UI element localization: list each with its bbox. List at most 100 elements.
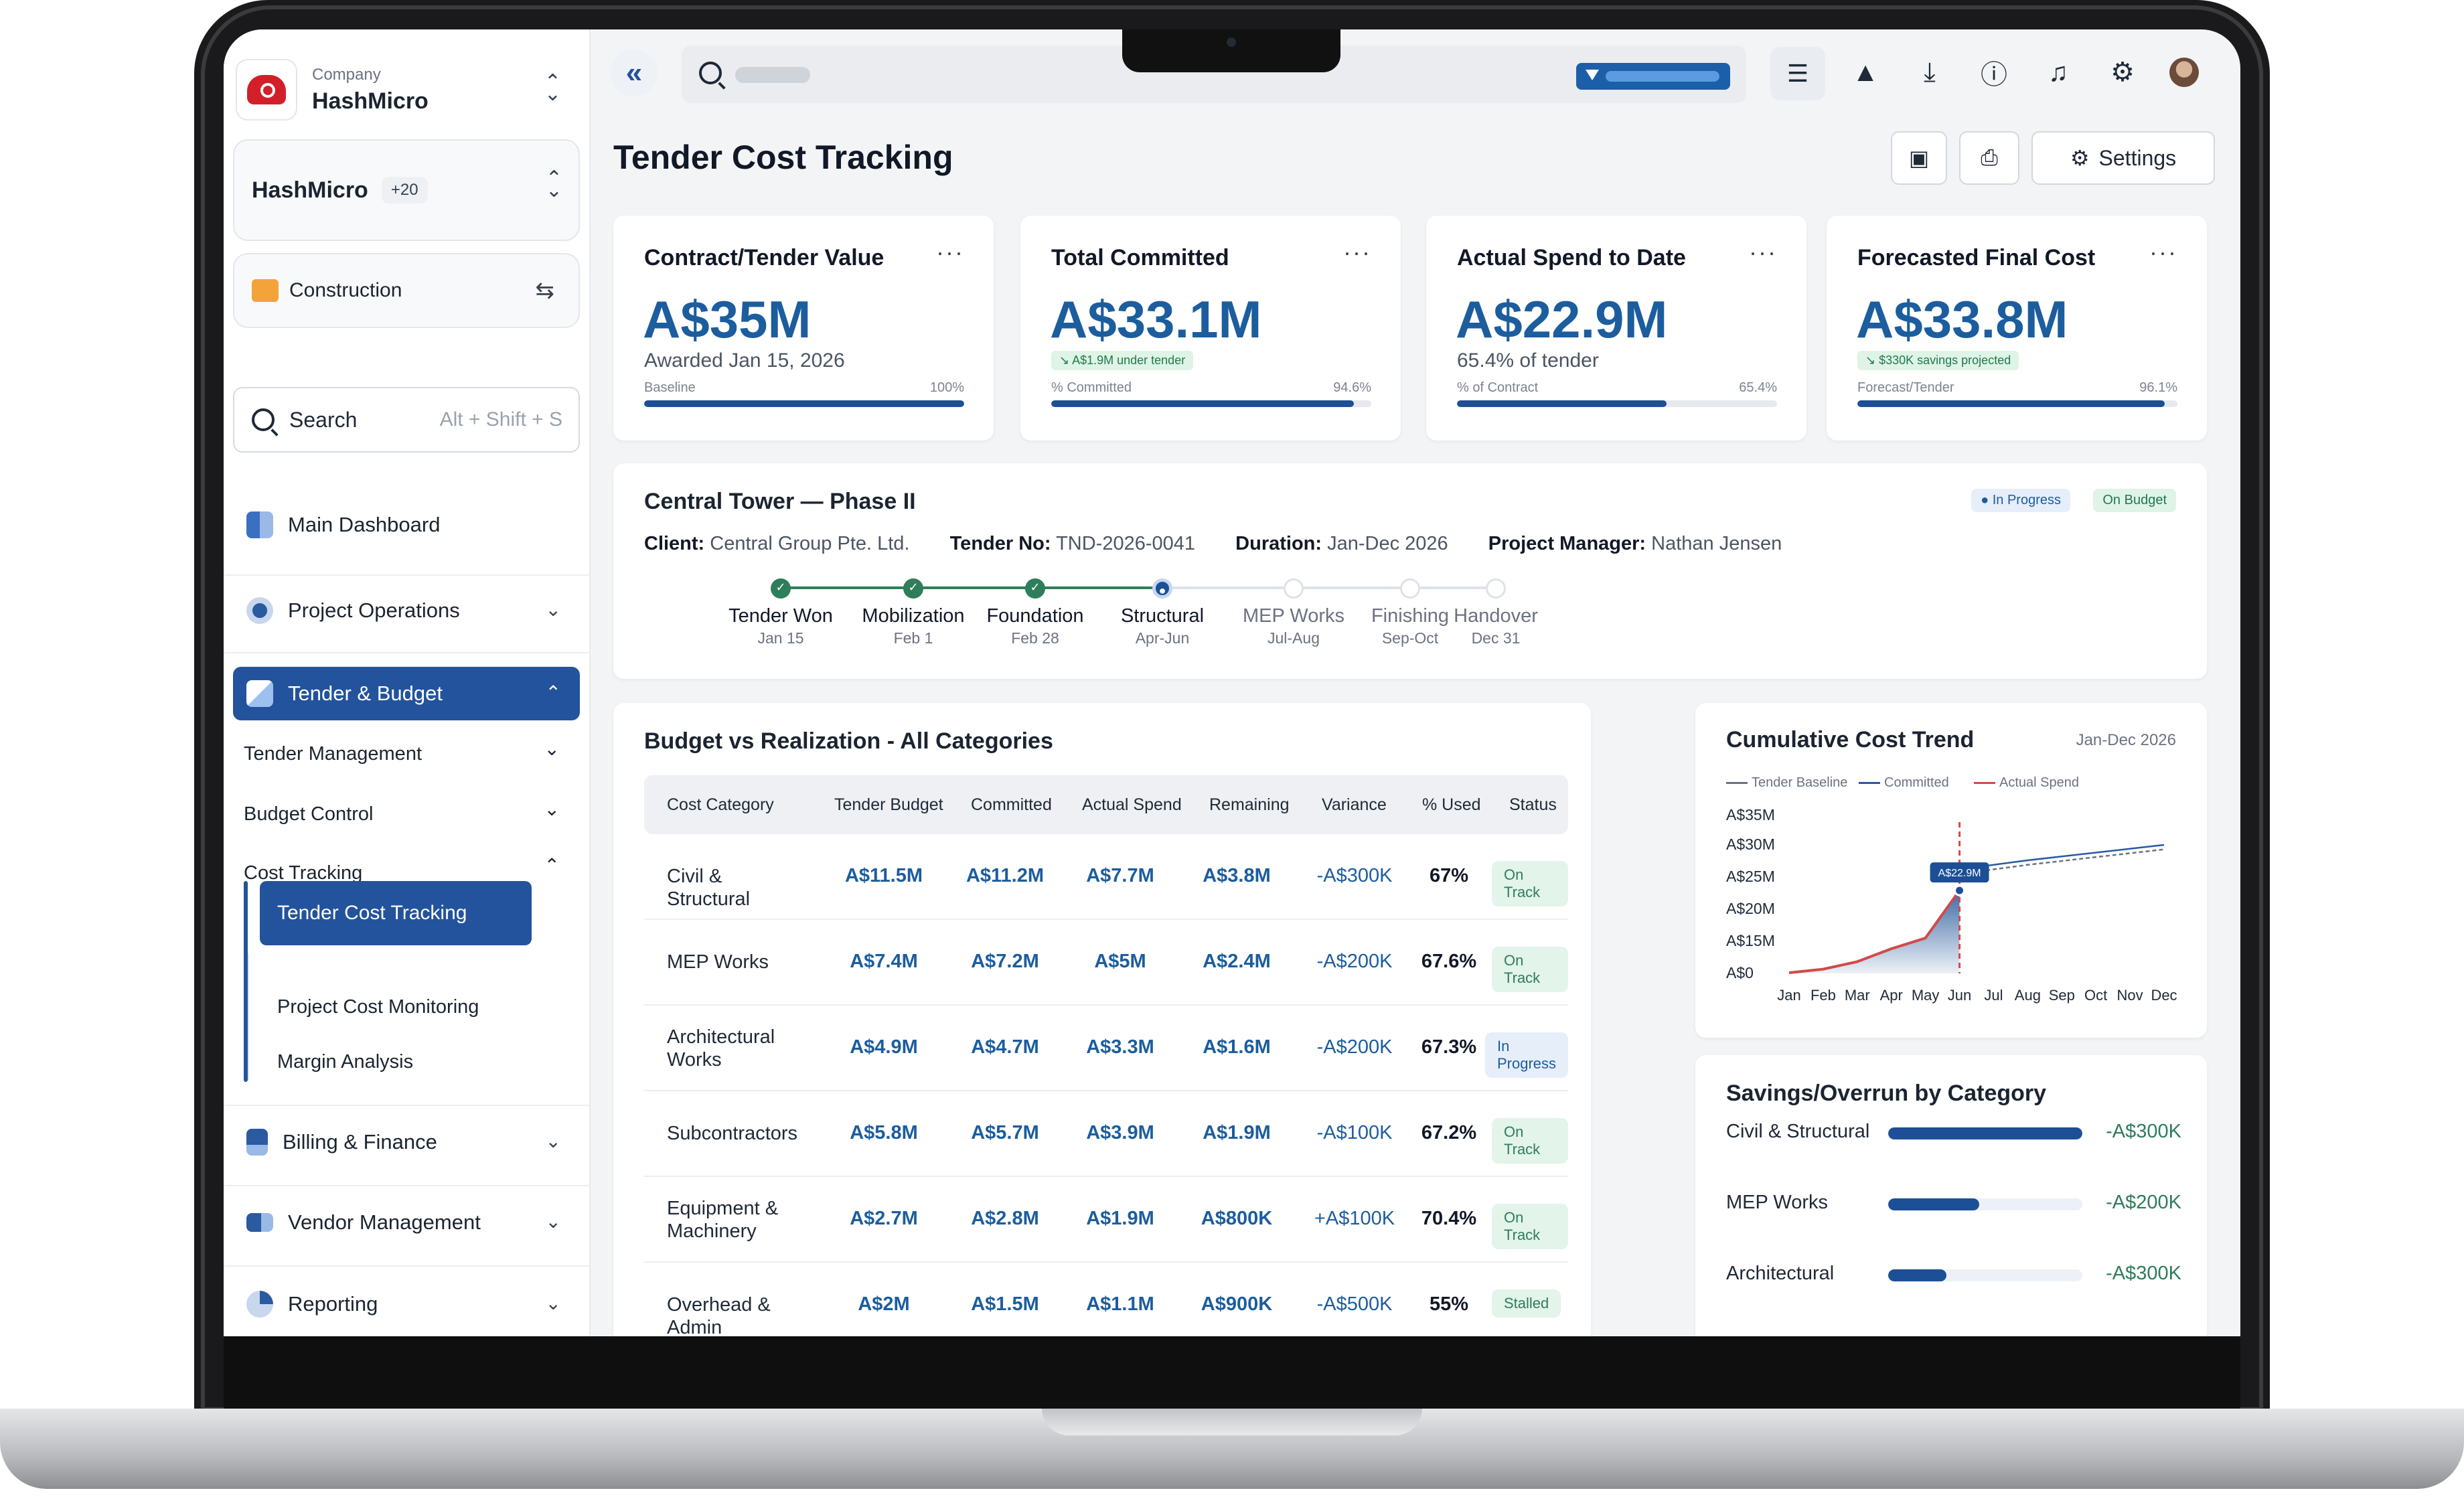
legend-label: Actual Spend (1999, 775, 2079, 790)
x-tick-label: May (1911, 987, 1940, 1004)
sidebar-search-input[interactable]: Search Alt + Shift + S (233, 387, 580, 453)
table-row[interactable]: Overhead & Admin A$2M A$1.5M A$1.1M A$900K -A… (644, 1263, 1568, 1336)
savings-row: MEP Works -A$200K (1726, 1192, 2181, 1218)
savings-category: MEP Works (1726, 1192, 1829, 1213)
help-icon[interactable]: ⓘ (1981, 60, 2007, 90)
chevron-down-icon[interactable]: ⌄ (544, 799, 560, 819)
more-icon[interactable]: ··· (1343, 238, 1371, 266)
company-switcher[interactable]: Company HashMicro ⌃ ⌄ (236, 50, 577, 130)
sidebar-item-margin-analysis[interactable]: Margin Analysis (277, 1051, 413, 1073)
more-icon[interactable]: ··· (936, 238, 964, 266)
duration-label: Duration: (1235, 533, 1322, 554)
branch-switcher[interactable]: HashMicro +20 ⌃ ⌄ (233, 139, 580, 241)
chevron-down-icon[interactable]: ⌄ (544, 738, 560, 759)
sidebar-item-label: Main Dashboard (288, 513, 441, 536)
client-value: Central Group Pte. Ltd. (710, 533, 910, 554)
timeline-step-name: Finishing (1371, 605, 1450, 627)
sidebar-item-tender-management[interactable]: Tender Management (244, 743, 422, 765)
x-tick-label: Aug (2014, 987, 2041, 1004)
module-switcher[interactable]: Construction ⇆ (233, 253, 580, 328)
kpi-badge: ↘ $330K savings projected (1857, 351, 2019, 370)
collapse-sidebar-button[interactable]: « (611, 50, 658, 96)
table-row[interactable]: Architectural Works A$4.9M A$4.7M A$3.3M A$1… (644, 1006, 1569, 1091)
cell-remaining: A$1.9M (1203, 1122, 1271, 1143)
timeline-step-date: Sep-Oct (1381, 629, 1439, 647)
status-badge: On Track (1492, 1118, 1568, 1164)
kpi-bar-label: Forecast/Tender (1857, 380, 1954, 395)
settings-button[interactable]: ⚙ Settings (2031, 131, 2215, 185)
column-header: Variance (1322, 795, 1387, 814)
sidebar-item-project-operations[interactable]: Project Operations ⌄ (233, 584, 580, 637)
chevron-down-icon: ⌄ (545, 1211, 561, 1232)
duration-value: Jan-Dec 2026 (1327, 533, 1448, 554)
bell-icon[interactable]: ♫ (2048, 57, 2068, 87)
sidebar-item-reporting[interactable]: Reporting ⌄ (233, 1277, 580, 1331)
legend-label: Committed (1884, 775, 1949, 790)
sidebar-item-budget-control[interactable]: Budget Control (244, 803, 373, 825)
status-badge-in-progress: ● In Progress (1971, 489, 2070, 512)
kpi-subtext: 65.4% of tender (1457, 349, 1599, 372)
download-icon[interactable]: ⤓ (1924, 57, 1936, 87)
kpi-value: A$33.8M (1856, 290, 2068, 349)
page-title: Tender Cost Tracking (613, 139, 953, 176)
present-button[interactable]: ▣ (1891, 131, 1947, 185)
kpi-title: Actual Spend to Date (1457, 245, 1686, 270)
savings-value: -A$300K (2106, 1121, 2181, 1142)
filter-button[interactable] (1576, 63, 1730, 90)
table-row[interactable]: Equipment & Machinery A$2.7M A$2.8M A$1.9M A… (644, 1177, 1568, 1263)
y-tick-label: A$0 (1726, 964, 1754, 981)
timeline-step-name: Mobilization (862, 605, 965, 627)
sidebar-item-vendor-management[interactable]: Vendor Management ⌄ (233, 1196, 580, 1249)
sidebar-item-main-dashboard[interactable]: Main Dashboard (233, 498, 580, 552)
cell-percent-used: 67.6% (1421, 951, 1477, 972)
more-icon[interactable]: ··· (1749, 238, 1777, 266)
sidebar-item-project-cost-monitoring[interactable]: Project Cost Monitoring (277, 996, 479, 1018)
print-button[interactable]: ⎙ (1959, 131, 2019, 185)
step-dot (1284, 578, 1304, 599)
table-row[interactable]: MEP Works A$7.4M A$7.2M A$5M A$2.4M -A$200K 67… (644, 920, 1568, 1006)
divider (224, 1105, 591, 1106)
cell-tender: A$2M (858, 1293, 910, 1315)
avatar[interactable] (2169, 58, 2199, 87)
more-icon[interactable]: ··· (2149, 238, 2177, 266)
chevron-up-down-icon[interactable]: ⌃ ⌄ (544, 71, 561, 105)
sidebar-item-label: Margin Analysis (277, 1051, 414, 1073)
cell-category: Civil & Structural (667, 866, 751, 910)
cell-remaining: A$3.8M (1203, 865, 1271, 886)
sidebar-item-cost-tracking[interactable]: Cost Tracking (244, 862, 362, 884)
timeline-step-date: Jan 15 (757, 629, 804, 647)
series-line-tender-baseline (1959, 848, 2165, 875)
savings-category: Civil & Structural (1726, 1121, 1870, 1142)
company-logo (236, 59, 297, 121)
cell-tender: A$4.9M (850, 1036, 918, 1058)
wizard-hat-icon[interactable]: ▲ (1852, 57, 1879, 87)
kpi-card-contract-value: Contract/Tender Value ··· A$35M Awarded … (613, 216, 994, 441)
table-row[interactable]: Civil & Structural A$11.5M A$11.2M A$7.7M A$… (644, 834, 1568, 920)
y-tick-label: A$25M (1726, 868, 1775, 885)
module-name: Construction (289, 279, 402, 301)
cell-committed: A$11.2M (966, 865, 1045, 886)
sidebar-item-tender-cost-tracking[interactable]: Tender Cost Tracking (260, 881, 532, 945)
kpi-progress-bar (1857, 400, 2177, 407)
chevron-up-icon[interactable]: ⌃ (544, 855, 560, 876)
sidebar-item-tender-budget[interactable]: Tender & Budget ⌃ (233, 667, 580, 720)
kpi-progress-bar (1051, 400, 1371, 407)
sidebar-item-billing-finance[interactable]: Billing & Finance ⌄ (233, 1115, 580, 1169)
x-tick-label: Oct (2084, 987, 2108, 1004)
chevron-up-down-icon[interactable]: ⌃ ⌄ (545, 167, 562, 202)
annotation-box (1930, 862, 1989, 883)
step-dot (1400, 578, 1420, 599)
current-point[interactable] (1954, 884, 1966, 896)
project-summary-card: Central Tower — Phase II ● In Progress O… (613, 463, 2207, 679)
step-dot: ● (1152, 578, 1172, 599)
savings-bar-fill (1888, 1198, 1980, 1210)
swap-icon[interactable]: ⇆ (535, 278, 555, 303)
dashboard-grid-icon (246, 511, 273, 538)
gear-icon[interactable]: ⚙ (2110, 58, 2135, 87)
adjustments-button[interactable]: ☰ (1770, 47, 1825, 100)
timeline-step-date: Feb 28 (1011, 629, 1059, 647)
chevron-up-icon: ⌃ (545, 682, 561, 703)
divider (224, 1185, 591, 1186)
legend-swatch (1974, 782, 1995, 785)
table-row[interactable]: Subcontractors A$5.8M A$5.7M A$3.9M A$1.9M -A… (644, 1091, 1568, 1177)
